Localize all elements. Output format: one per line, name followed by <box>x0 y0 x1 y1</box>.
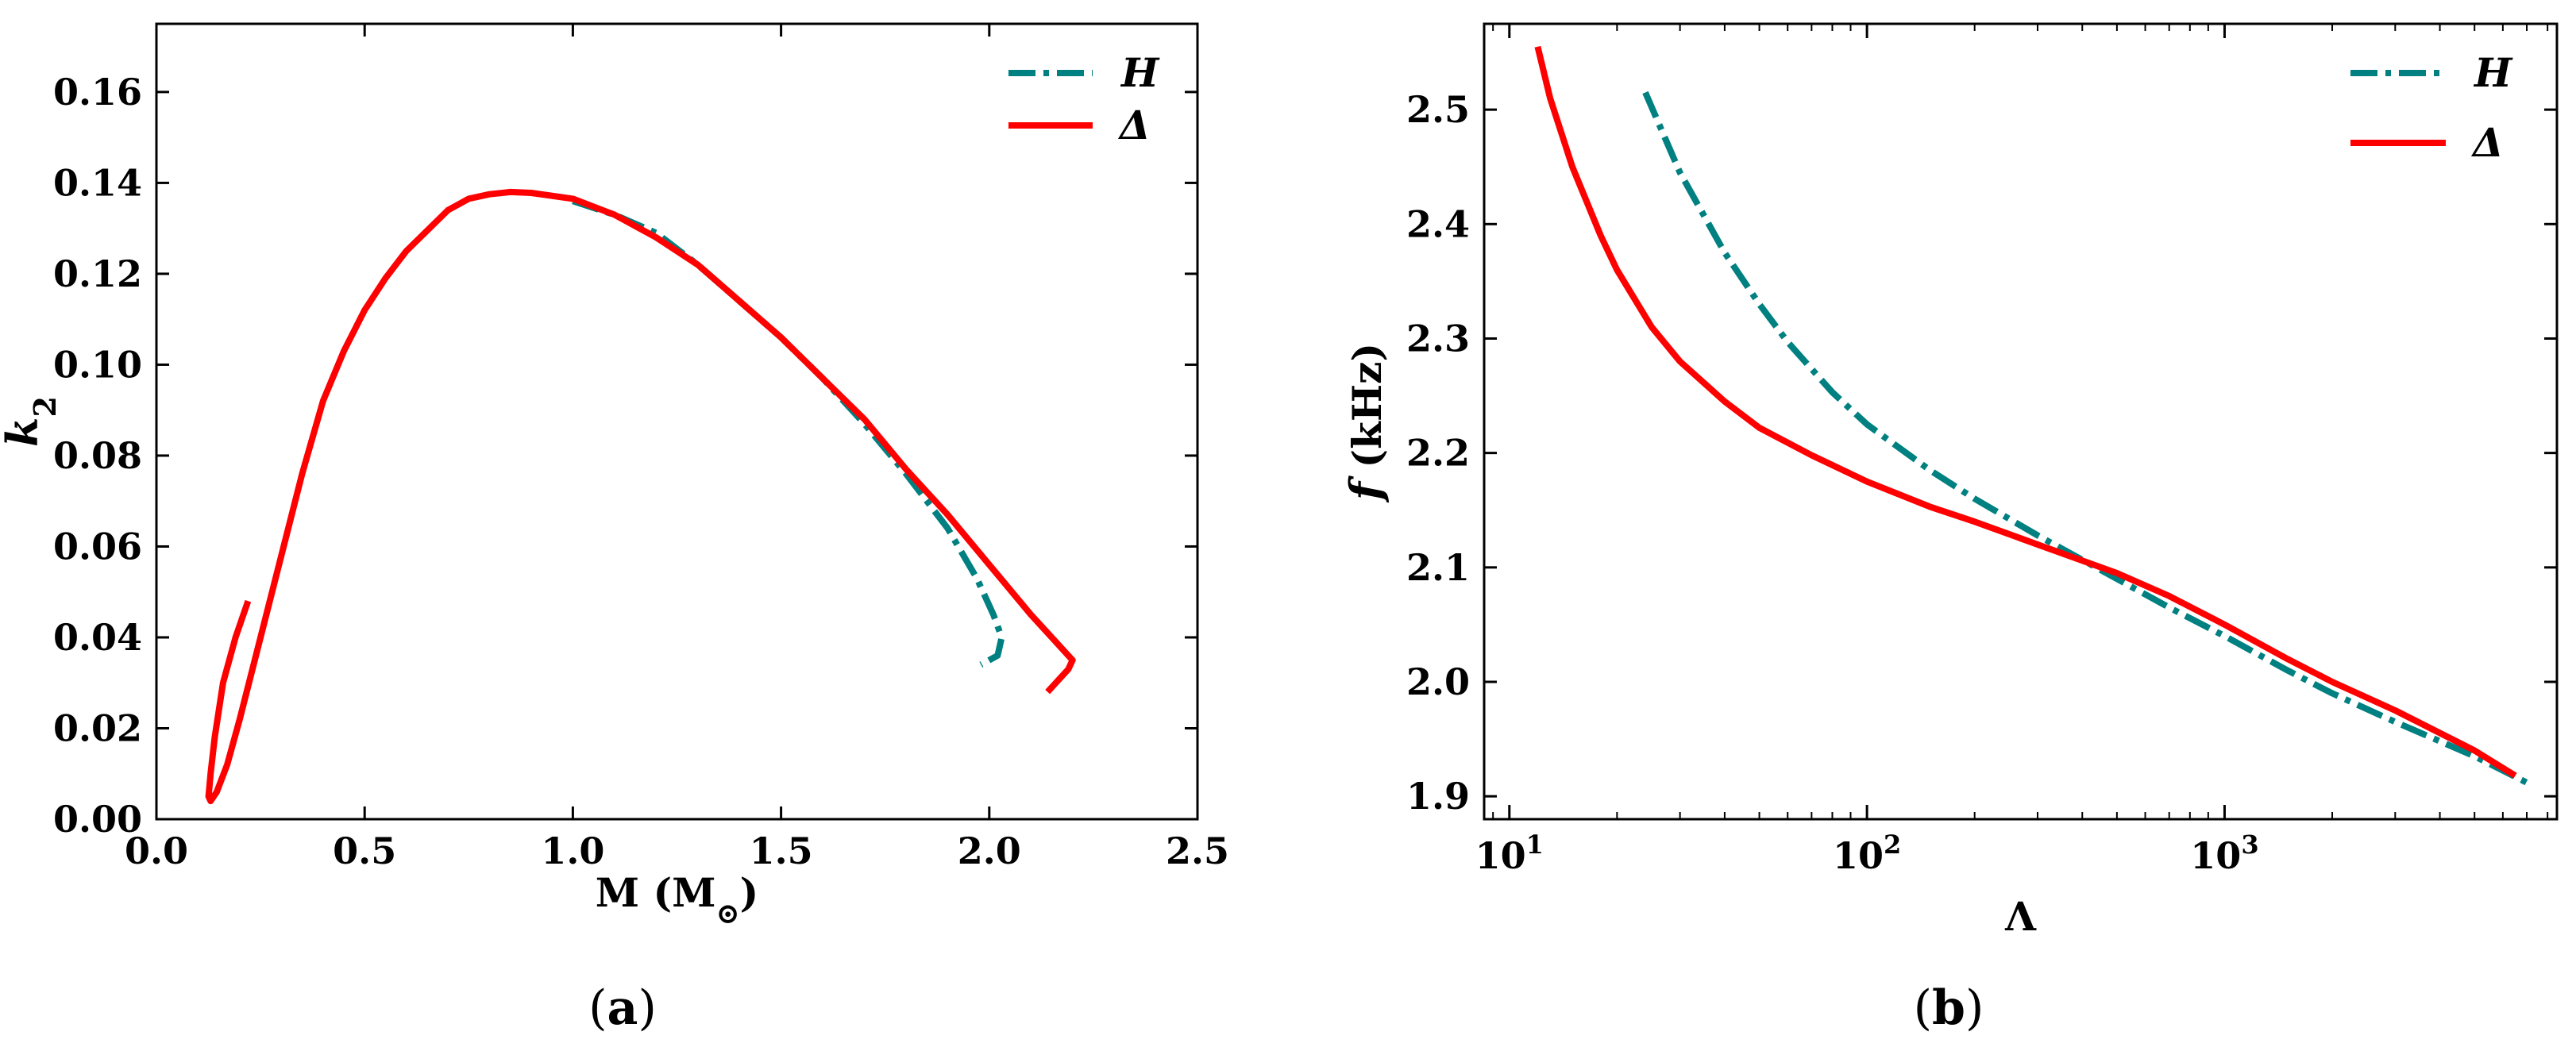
panel-a-series <box>205 188 1076 805</box>
panel-a-x-axis-label-sub: ⊙ <box>715 897 739 930</box>
b-ytick-label: 2.3 <box>1406 317 1470 360</box>
panel-a-legend: H Δ <box>1008 49 1160 148</box>
panel-b-caption: (b) <box>1914 980 1984 1036</box>
panel-a-legend-delta-label: Δ <box>1117 102 1151 148</box>
b-xtick-label: 103 <box>2190 830 2258 877</box>
a-ytick-label: 0.12 <box>53 252 142 295</box>
b-ytick-label: 2.1 <box>1406 546 1470 589</box>
a-xtick-label: 1.5 <box>750 830 813 872</box>
a-xtick-label: 0.0 <box>125 830 188 872</box>
panel-a-caption-letter: a <box>607 980 638 1036</box>
panel-b-x-axis-label: Λ <box>2004 893 2037 940</box>
a-ytick-label: 0.04 <box>53 616 142 659</box>
b-xtick-label: 101 <box>1475 830 1544 877</box>
panel-b-y-axis-label: f (kHz) <box>1340 343 1391 503</box>
panel-b-legend: H Δ <box>2350 49 2513 166</box>
panel-b-legend-h-label: H <box>2473 49 2513 96</box>
panel-a-y-axis-label: k2 <box>0 396 63 447</box>
a-xtick-label: 0.5 <box>333 830 396 872</box>
a-ytick-label: 0.14 <box>53 161 142 204</box>
panel-b-chart: 1.9 2.0 2.1 2.2 2.3 2.4 2.5 101 102 103 Λ f (kHz)… <box>1340 22 2559 1036</box>
b-series-delta-line <box>1534 45 2517 779</box>
panel-b-series <box>1534 45 2528 786</box>
panel-a-ticks <box>155 24 1199 821</box>
panel-a-caption: (a) <box>588 980 657 1036</box>
panel-a-x-axis-label: M (M⊙) <box>596 869 759 930</box>
a-ytick-label: 0.08 <box>53 434 142 477</box>
panel-b-y-axis-label-rest: (kHz) <box>1344 343 1390 482</box>
panel-a-chart: 0.00 0.02 0.04 0.06 0.08 0.10 0.12 0.14 0.16 0.0 0… <box>0 22 1229 1036</box>
a-ytick-label: 0.16 <box>53 71 142 114</box>
a-xtick-label: 2.0 <box>958 830 1021 872</box>
a-ytick-label: 0.10 <box>53 343 142 386</box>
a-ytick-label: 0.02 <box>53 706 142 749</box>
panel-b-frame <box>1483 22 2559 821</box>
panel-a-y-axis-label-main: k <box>0 418 48 447</box>
panel-b-tick-labels: 1.9 2.0 2.1 2.2 2.3 2.4 2.5 101 102 103 <box>1406 88 2259 877</box>
b-series-h-line <box>1642 90 2528 786</box>
panel-a-x-axis-label-close: ) <box>740 869 759 916</box>
b-ytick-label: 2.2 <box>1406 432 1470 475</box>
panel-a-frame <box>155 22 1199 821</box>
panel-a-tick-labels: 0.00 0.02 0.04 0.06 0.08 0.10 0.12 0.14 0.16 0.0 0… <box>53 71 1229 872</box>
a-series-delta-line <box>205 188 1076 805</box>
panel-b-legend-delta-label: Δ <box>2470 119 2504 166</box>
panel-a-x-axis-label-main: M (M <box>596 869 716 916</box>
a-xtick-label: 2.5 <box>1166 830 1229 872</box>
a-ytick-label: 0.06 <box>53 525 142 568</box>
b-xtick-label: 102 <box>1833 830 1901 877</box>
b-ytick-label: 2.5 <box>1406 88 1470 131</box>
b-ytick-label: 2.4 <box>1406 202 1470 245</box>
panel-a-legend-h-label: H <box>1120 49 1160 96</box>
a-ytick-label: 0.00 <box>53 798 142 841</box>
a-series-h-line <box>572 198 1005 668</box>
b-ytick-label: 2.0 <box>1406 660 1470 703</box>
panel-a-y-axis-label-sub: 2 <box>27 396 63 417</box>
a-xtick-label: 1.0 <box>541 830 604 872</box>
panel-b-caption-letter: b <box>1932 980 1965 1036</box>
b-ytick-label: 1.9 <box>1406 775 1470 818</box>
